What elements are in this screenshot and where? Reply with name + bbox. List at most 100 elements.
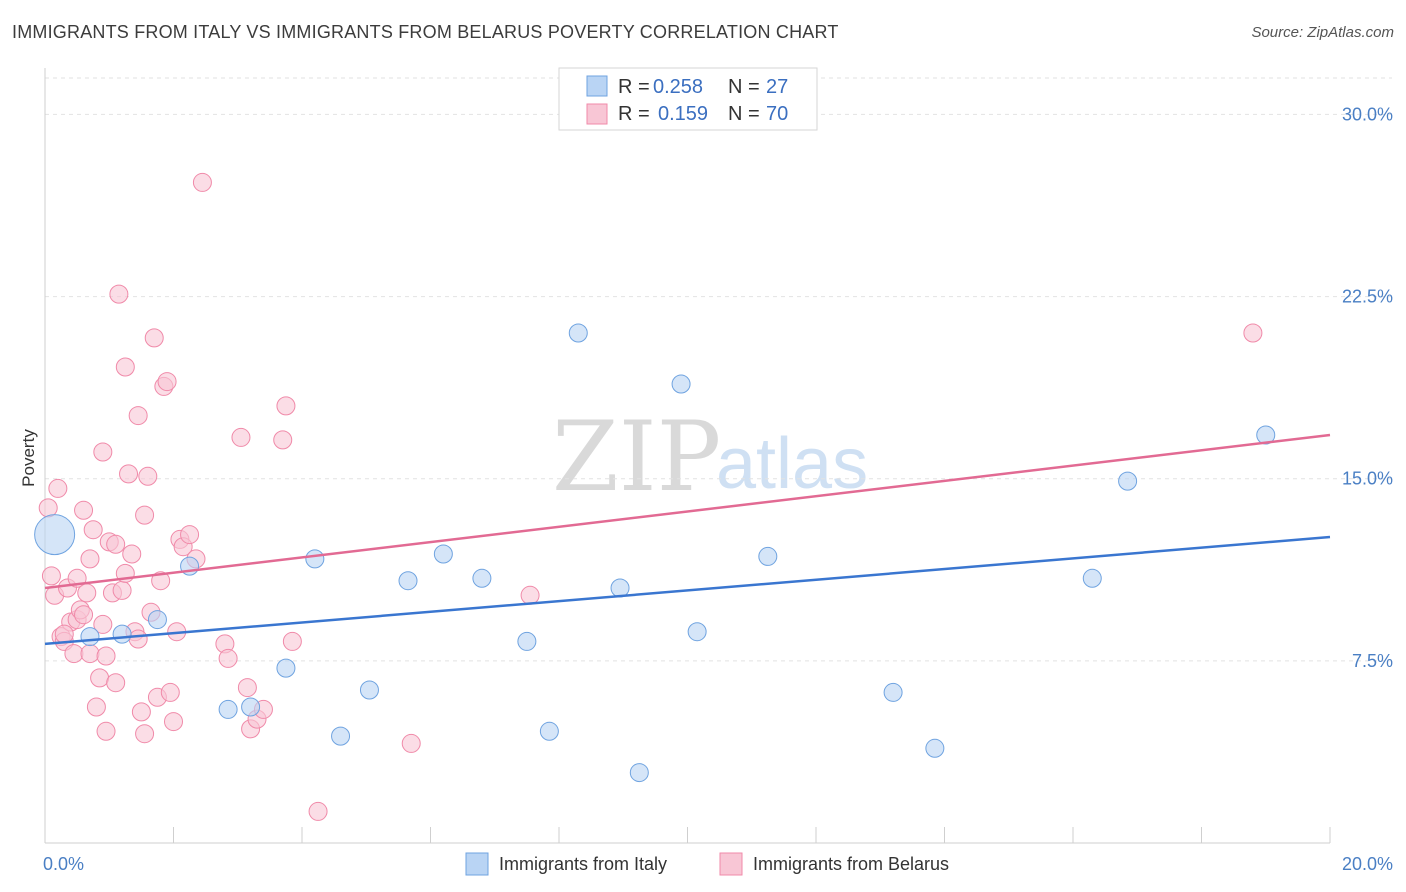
italy-point	[671, 374, 691, 394]
belarus-point	[218, 648, 238, 668]
belarus-point	[83, 520, 103, 540]
belarus-point	[192, 172, 212, 192]
belarus-point	[276, 396, 296, 416]
belarus-point	[93, 442, 113, 462]
legend-r-value-belarus: 0.159	[658, 103, 708, 125]
belarus-point	[231, 427, 251, 447]
watermark-zip: ZIP	[552, 401, 721, 513]
belarus-point	[119, 464, 139, 484]
watermark-atlas: atlas	[716, 424, 868, 504]
belarus-point	[74, 605, 94, 625]
belarus-point	[237, 678, 257, 698]
belarus-point	[74, 500, 94, 520]
belarus-point	[401, 733, 421, 753]
italy-point	[687, 622, 707, 642]
belarus-point	[180, 525, 200, 545]
belarus-point	[64, 644, 84, 664]
belarus-point	[90, 668, 110, 688]
legend-swatch-italy	[586, 75, 608, 97]
belarus-point	[128, 629, 148, 649]
bottom-legend-swatch-italy	[465, 852, 489, 876]
legend-n-value-belarus: 70	[766, 103, 788, 125]
italy-point	[517, 631, 537, 651]
italy-point	[80, 627, 100, 647]
belarus-point	[112, 580, 132, 600]
belarus-point	[80, 549, 100, 569]
belarus-trend-line	[44, 433, 1331, 590]
italy-point	[147, 610, 167, 630]
y-tick-label: 15.0%	[1342, 469, 1393, 489]
belarus-point	[273, 430, 293, 450]
bottom-legend-label-italy: Immigrants from Italy	[499, 854, 667, 874]
y-tick-label: 30.0%	[1342, 104, 1393, 124]
legend-r-value-italy: 0.258	[653, 76, 703, 98]
italy-point	[398, 571, 418, 591]
italy-trend-line	[44, 535, 1331, 646]
italy-point	[1256, 425, 1276, 445]
belarus-point	[77, 583, 97, 603]
italy-point	[758, 546, 778, 566]
belarus-point	[164, 712, 183, 732]
series-italy-points	[34, 323, 1276, 783]
belarus-point	[308, 801, 328, 821]
axes	[44, 68, 1331, 844]
y-tick-label: 22.5%	[1342, 287, 1393, 307]
belarus-point	[96, 646, 116, 666]
belarus-point	[54, 624, 74, 644]
belarus-point	[282, 631, 302, 651]
italy-point	[218, 699, 238, 719]
italy-point	[34, 514, 76, 556]
legend-n-value-italy: 27	[766, 76, 788, 98]
belarus-point	[160, 682, 180, 702]
italy-point	[331, 726, 351, 746]
belarus-point	[106, 534, 126, 554]
x-tick-label: 0.0%	[43, 854, 84, 874]
italy-point	[305, 549, 325, 569]
italy-point	[241, 697, 261, 717]
belarus-point	[128, 406, 148, 426]
belarus-point	[122, 544, 142, 564]
italy-point	[472, 568, 492, 588]
bottom-legend-swatch-belarus	[719, 852, 743, 876]
source-label: Source: ZipAtlas.com	[1251, 24, 1394, 41]
belarus-point	[138, 466, 158, 486]
belarus-point	[1243, 323, 1263, 343]
belarus-point	[131, 702, 151, 722]
legend-r-label-italy: R =	[618, 76, 650, 98]
legend-r-label-belarus: R =	[618, 103, 650, 125]
belarus-point	[86, 697, 106, 717]
bottom-legend: Immigrants from Italy Immigrants from Be…	[465, 852, 949, 876]
belarus-point	[157, 372, 177, 392]
belarus-point	[109, 284, 129, 304]
belarus-point	[96, 721, 116, 741]
italy-point	[539, 721, 559, 741]
belarus-point	[48, 478, 68, 498]
italy-point	[568, 323, 588, 343]
legend: R = 0.258 N = 27 R = 0.159 N = 70	[558, 67, 818, 131]
belarus-point	[80, 644, 100, 664]
belarus-point	[106, 673, 126, 693]
belarus-point	[151, 571, 171, 591]
belarus-point	[135, 505, 155, 525]
y-tick-label: 7.5%	[1352, 651, 1393, 671]
belarus-point	[93, 614, 113, 634]
bottom-legend-label-belarus: Immigrants from Belarus	[753, 854, 949, 874]
x-tick-label: 20.0%	[1342, 854, 1393, 874]
italy-point	[1118, 471, 1138, 491]
legend-n-label-belarus: N =	[728, 103, 760, 125]
trend-lines	[44, 433, 1331, 646]
belarus-point	[144, 328, 164, 348]
italy-point	[359, 680, 379, 700]
legend-swatch-belarus	[586, 103, 608, 125]
belarus-point	[41, 566, 61, 586]
italy-point	[629, 763, 649, 783]
italy-point	[112, 624, 132, 644]
italy-point	[276, 658, 296, 678]
chart-title: IMMIGRANTS FROM ITALY VS IMMIGRANTS FROM…	[12, 22, 839, 42]
gridlines	[45, 77, 1392, 662]
italy-point	[1082, 568, 1102, 588]
x-tick-labels: 0.0% 20.0%	[43, 854, 1393, 874]
belarus-point	[520, 585, 540, 605]
belarus-point	[135, 724, 155, 744]
